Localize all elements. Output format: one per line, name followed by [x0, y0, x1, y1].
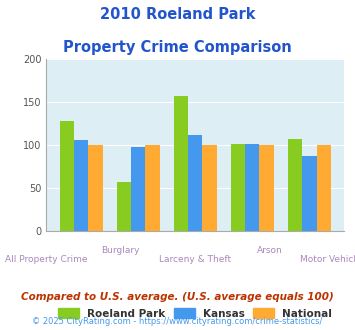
Text: All Property Crime: All Property Crime: [5, 255, 87, 264]
Text: Arson: Arson: [257, 246, 283, 255]
Bar: [231, 144, 245, 231]
Text: Motor Vehicle Theft: Motor Vehicle Theft: [300, 255, 355, 264]
Bar: [288, 139, 302, 231]
Bar: [74, 140, 88, 231]
Text: Property Crime Comparison: Property Crime Comparison: [63, 40, 292, 54]
Legend: Roeland Park, Kansas, National: Roeland Park, Kansas, National: [58, 308, 332, 318]
Bar: [145, 145, 160, 231]
Bar: [260, 145, 274, 231]
Bar: [245, 144, 260, 231]
Bar: [88, 145, 103, 231]
Bar: [131, 147, 145, 231]
Text: © 2025 CityRating.com - https://www.cityrating.com/crime-statistics/: © 2025 CityRating.com - https://www.city…: [32, 317, 323, 326]
Text: Larceny & Theft: Larceny & Theft: [159, 255, 231, 264]
Bar: [60, 121, 74, 231]
Bar: [317, 145, 331, 231]
Bar: [117, 182, 131, 231]
Text: 2010 Roeland Park: 2010 Roeland Park: [100, 7, 255, 21]
Bar: [302, 156, 317, 231]
Bar: [202, 145, 217, 231]
Text: Compared to U.S. average. (U.S. average equals 100): Compared to U.S. average. (U.S. average …: [21, 292, 334, 302]
Bar: [188, 135, 202, 231]
Text: Burglary: Burglary: [102, 246, 140, 255]
Bar: [174, 96, 188, 231]
